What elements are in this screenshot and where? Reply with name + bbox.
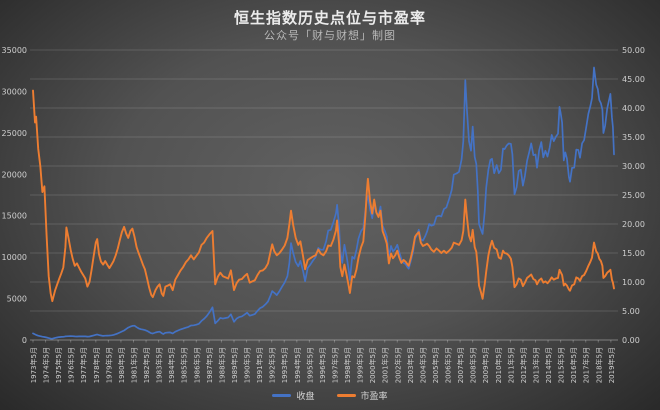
- chart-subtitle: 公众号「财与财想」制图: [264, 29, 396, 42]
- y-left-tick-label: 5000: [7, 295, 27, 304]
- legend-label-close: 收盘: [296, 392, 315, 402]
- pe-line-swatch-icon: [336, 394, 356, 397]
- x-tick-label: 2009年5月: [481, 347, 490, 383]
- x-tick-label: 1989年5月: [230, 347, 239, 383]
- x-tick-label: 1981年5月: [129, 347, 138, 383]
- x-tick-label: 1983年5月: [155, 347, 164, 383]
- x-tick-label: 1988年5月: [217, 347, 226, 383]
- x-tick-label: 2018年5月: [594, 347, 603, 383]
- x-tick-label: 2019年5月: [607, 347, 616, 383]
- x-tick-label: 2007年5月: [456, 347, 465, 383]
- x-tick-label: 2002年5月: [393, 347, 402, 383]
- x-tick-label: 2006年5月: [444, 347, 453, 383]
- legend-item-pe: 市盈率: [336, 389, 388, 402]
- y-right-tick-label: 30.00: [622, 162, 645, 171]
- x-tick-label: 1973年5月: [29, 347, 38, 383]
- y-right-tick-label: 10.00: [622, 278, 645, 287]
- x-tick-label: 2010年5月: [494, 347, 503, 383]
- y-right-tick-label: 35.00: [622, 133, 645, 142]
- x-tick-label: 1986年5月: [192, 347, 201, 383]
- pe-series-line: [32, 89, 615, 303]
- x-tick-label: 1991年5月: [255, 347, 264, 383]
- x-tick-label: 1976年5月: [67, 347, 76, 383]
- legend-label-pe: 市盈率: [360, 392, 388, 402]
- y-right-tick-label: 50.00: [622, 46, 645, 55]
- y-left-tick-label: 15000: [2, 212, 27, 221]
- x-tick-label: 2017年5月: [582, 347, 591, 383]
- x-tick-label: 1975年5月: [54, 347, 63, 383]
- legend-item-close: 收盘: [272, 389, 315, 402]
- close-series-line: [32, 66, 615, 340]
- x-tick-label: 1984年5月: [167, 347, 176, 383]
- y-right-tick-label: 40.00: [622, 104, 645, 113]
- x-tick-label: 2008年5月: [469, 347, 478, 383]
- x-tick-label: 1997年5月: [330, 347, 339, 383]
- x-tick-label: 2012年5月: [519, 347, 528, 383]
- x-tick-label: 2016年5月: [569, 347, 578, 383]
- x-tick-label: 1996年5月: [318, 347, 327, 383]
- x-tick-label: 2015年5月: [557, 347, 566, 383]
- x-tick-label: 2005年5月: [431, 347, 440, 383]
- x-tick-label: 1980年5月: [117, 347, 126, 383]
- x-tick-label: 2001年5月: [381, 347, 390, 383]
- y-left-tick-label: 35000: [2, 46, 27, 55]
- y-right-tick-label: 5.00: [622, 307, 640, 316]
- x-tick-label: 1982年5月: [142, 347, 151, 383]
- x-tick-label: 2003年5月: [406, 347, 415, 383]
- x-tick-label: 1999年5月: [356, 347, 365, 383]
- x-tick-label: 1978年5月: [92, 347, 101, 383]
- x-tick-label: 1994年5月: [293, 347, 302, 383]
- x-tick-label: 1998年5月: [343, 347, 352, 383]
- y-left-tick-label: 25000: [2, 129, 27, 138]
- x-tick-label: 1992年5月: [268, 347, 277, 383]
- y-right-tick-label: 15.00: [622, 249, 645, 258]
- y-left-tick-label: 30000: [2, 87, 27, 96]
- x-tick-label: 2011年5月: [506, 347, 515, 383]
- chart-legend: 收盘 市盈率: [0, 389, 660, 402]
- y-right-tick-label: 0.00: [622, 336, 640, 345]
- x-tick-label: 1974年5月: [42, 347, 51, 383]
- y-left-tick-label: 10000: [2, 253, 27, 262]
- x-tick-label: 1979年5月: [104, 347, 113, 383]
- x-tick-label: 1987年5月: [205, 347, 214, 383]
- x-tick-label: 1985年5月: [180, 347, 189, 383]
- y-right-tick-label: 45.00: [622, 75, 645, 84]
- x-tick-label: 1977年5月: [79, 347, 88, 383]
- x-tick-label: 2004年5月: [418, 347, 427, 383]
- x-tick-label: 1990年5月: [243, 347, 252, 383]
- y-left-tick-label: 0: [22, 336, 27, 345]
- x-tick-label: 2013年5月: [531, 347, 540, 383]
- close-line-swatch-icon: [272, 394, 292, 397]
- x-tick-label: 2014年5月: [544, 347, 553, 383]
- x-tick-label: 1993年5月: [280, 347, 289, 383]
- chart-title: 恒生指数历史点位与市盈率: [233, 9, 426, 27]
- y-right-tick-label: 25.00: [622, 191, 645, 200]
- x-tick-label: 1995年5月: [305, 347, 314, 383]
- x-tick-label: 2000年5月: [368, 347, 377, 383]
- y-right-tick-label: 20.00: [622, 220, 645, 229]
- y-left-tick-label: 20000: [2, 170, 27, 179]
